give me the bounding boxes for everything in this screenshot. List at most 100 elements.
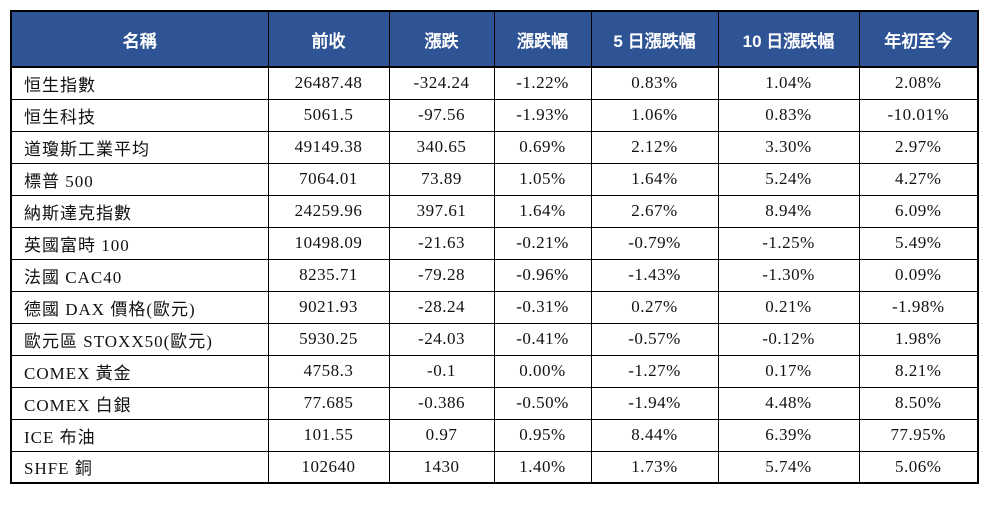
table-row: 法國 CAC40 8235.71 -79.28 -0.96% -1.43% -1.30% 0…: [10, 258, 979, 292]
value-cell: -0.386: [388, 386, 495, 420]
value-cell: -0.50%: [493, 386, 592, 420]
value-cell: 0.95%: [493, 418, 592, 452]
value-cell: 1.73%: [590, 450, 719, 484]
value-cell: -10.01%: [858, 98, 979, 132]
value-cell: -1.30%: [717, 258, 860, 292]
header-cell-name: 名稱: [10, 10, 269, 68]
value-cell: 0.17%: [717, 354, 860, 388]
value-cell: -0.57%: [590, 322, 719, 356]
value-cell: -21.63: [388, 226, 495, 260]
value-cell: 1.64%: [590, 162, 719, 196]
value-cell: 4.48%: [717, 386, 860, 420]
value-cell: -1.94%: [590, 386, 719, 420]
instrument-name-cell: 道瓊斯工業平均: [10, 130, 269, 164]
value-cell: 1.40%: [493, 450, 592, 484]
instrument-name-cell: ICE 布油: [10, 418, 269, 452]
value-cell: 6.39%: [717, 418, 860, 452]
instrument-name-cell: 恒生科技: [10, 98, 269, 132]
value-cell: 1.98%: [858, 322, 979, 356]
value-cell: 5.06%: [858, 450, 979, 484]
table-row: 恒生科技 5061.5 -97.56 -1.93% 1.06% 0.83% -10.01%: [10, 98, 979, 132]
header-cell-change-pct: 漲跌幅: [493, 10, 592, 68]
value-cell: 7064.01: [267, 162, 390, 196]
value-cell: 8.50%: [858, 386, 979, 420]
value-cell: 8.21%: [858, 354, 979, 388]
header-cell-change-pct-10d: 10 日漲跌幅: [717, 10, 860, 68]
value-cell: 0.09%: [858, 258, 979, 292]
value-cell: 4.27%: [858, 162, 979, 196]
value-cell: -1.93%: [493, 98, 592, 132]
instrument-name-cell: 法國 CAC40: [10, 258, 269, 292]
value-cell: 0.69%: [493, 130, 592, 164]
value-cell: 1.05%: [493, 162, 592, 196]
value-cell: 73.89: [388, 162, 495, 196]
value-cell: 77.95%: [858, 418, 979, 452]
value-cell: 6.09%: [858, 194, 979, 228]
value-cell: 3.30%: [717, 130, 860, 164]
header-cell-change: 漲跌: [388, 10, 495, 68]
value-cell: 8.44%: [590, 418, 719, 452]
value-cell: 0.83%: [590, 66, 719, 100]
value-cell: 77.685: [267, 386, 390, 420]
table-body: 恒生指數 26487.48 -324.24 -1.22% 0.83% 1.04% 2.08%…: [10, 66, 979, 484]
table-row: COMEX 白銀 77.685 -0.386 -0.50% -1.94% 4.48% 8.5…: [10, 386, 979, 420]
value-cell: 1.64%: [493, 194, 592, 228]
instrument-name-cell: 德國 DAX 價格(歐元): [10, 290, 269, 324]
instrument-name-cell: 標普 500: [10, 162, 269, 196]
value-cell: -324.24: [388, 66, 495, 100]
table-row: 道瓊斯工業平均 49149.38 340.65 0.69% 2.12% 3.30% 2.97…: [10, 130, 979, 164]
instrument-name-cell: 納斯達克指數: [10, 194, 269, 228]
header-cell-change-pct-5d: 5 日漲跌幅: [590, 10, 719, 68]
value-cell: 49149.38: [267, 130, 390, 164]
value-cell: 1.06%: [590, 98, 719, 132]
instrument-name-cell: COMEX 白銀: [10, 386, 269, 420]
value-cell: 0.21%: [717, 290, 860, 324]
table-row: 德國 DAX 價格(歐元) 9021.93 -28.24 -0.31% 0.27% 0.2…: [10, 290, 979, 324]
value-cell: 1430: [388, 450, 495, 484]
value-cell: 5.24%: [717, 162, 860, 196]
table-row: 英國富時 100 10498.09 -21.63 -0.21% -0.79% -1.25%…: [10, 226, 979, 260]
value-cell: 5061.5: [267, 98, 390, 132]
header-cell-prev-close: 前收: [267, 10, 390, 68]
value-cell: 2.97%: [858, 130, 979, 164]
value-cell: 10498.09: [267, 226, 390, 260]
market-overview-table: 名稱 前收 漲跌 漲跌幅 5 日漲跌幅 10 日漲跌幅 年初至今 恒生指數 264…: [10, 10, 979, 484]
value-cell: -1.43%: [590, 258, 719, 292]
header-cell-ytd: 年初至今: [858, 10, 979, 68]
value-cell: 5930.25: [267, 322, 390, 356]
value-cell: -0.1: [388, 354, 495, 388]
value-cell: 102640: [267, 450, 390, 484]
instrument-name-cell: COMEX 黃金: [10, 354, 269, 388]
value-cell: -28.24: [388, 290, 495, 324]
instrument-name-cell: SHFE 銅: [10, 450, 269, 484]
value-cell: 340.65: [388, 130, 495, 164]
value-cell: 5.74%: [717, 450, 860, 484]
value-cell: -97.56: [388, 98, 495, 132]
value-cell: 101.55: [267, 418, 390, 452]
value-cell: 397.61: [388, 194, 495, 228]
table-row: COMEX 黃金 4758.3 -0.1 0.00% -1.27% 0.17% 8.21%: [10, 354, 979, 388]
value-cell: -1.25%: [717, 226, 860, 260]
value-cell: -1.98%: [858, 290, 979, 324]
instrument-name-cell: 英國富時 100: [10, 226, 269, 260]
instrument-name-cell: 恒生指數: [10, 66, 269, 100]
value-cell: -79.28: [388, 258, 495, 292]
value-cell: 9021.93: [267, 290, 390, 324]
value-cell: 2.67%: [590, 194, 719, 228]
value-cell: -1.22%: [493, 66, 592, 100]
table-row: 恒生指數 26487.48 -324.24 -1.22% 0.83% 1.04% 2.08%: [10, 66, 979, 100]
value-cell: -0.79%: [590, 226, 719, 260]
value-cell: 1.04%: [717, 66, 860, 100]
value-cell: -0.12%: [717, 322, 860, 356]
value-cell: -24.03: [388, 322, 495, 356]
value-cell: 2.08%: [858, 66, 979, 100]
value-cell: 26487.48: [267, 66, 390, 100]
value-cell: -0.21%: [493, 226, 592, 260]
value-cell: -0.41%: [493, 322, 592, 356]
value-cell: 4758.3: [267, 354, 390, 388]
table-row: SHFE 銅 102640 1430 1.40% 1.73% 5.74% 5.06%: [10, 450, 979, 484]
value-cell: 2.12%: [590, 130, 719, 164]
value-cell: 8.94%: [717, 194, 860, 228]
value-cell: 24259.96: [267, 194, 390, 228]
